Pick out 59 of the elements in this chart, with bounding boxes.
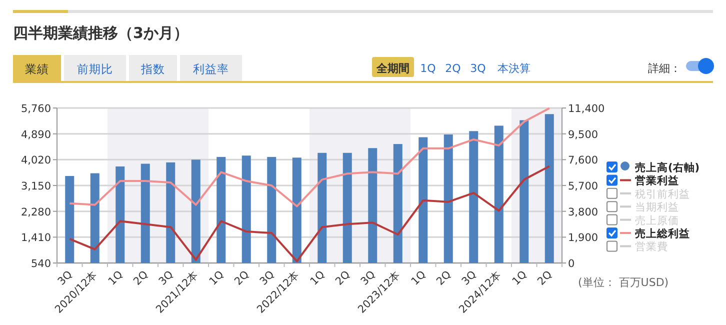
y-tick-label: 540: [30, 258, 51, 270]
y2-tick-label: 1,900: [568, 232, 598, 244]
y-tick-label: 2,280: [20, 206, 51, 218]
x-tick-label: 2Q: [434, 268, 454, 288]
x-tick-label: 1Q: [207, 268, 226, 288]
bar: [216, 156, 226, 263]
bar: [65, 176, 74, 263]
annotation: 業績: [13, 55, 61, 81]
bar: [393, 144, 402, 263]
x-tick-label: 2Q: [131, 268, 150, 288]
bar: [444, 134, 453, 263]
bar: [494, 126, 504, 263]
x-tick-label: 1Q: [510, 268, 530, 288]
bar: [469, 131, 478, 263]
x-tick-label: 2Q: [535, 268, 554, 288]
legend-label: 売上総利益: [635, 227, 690, 240]
annotation: 2Q: [445, 62, 461, 75]
y2-tick-label: 0: [568, 258, 575, 270]
annotation: 利益率: [180, 55, 242, 81]
x-tick-label: 2Q: [232, 268, 252, 288]
title: 四半期業績推移（3か月）: [13, 24, 188, 42]
bar: [292, 158, 302, 263]
legend-label: 営業利益: [635, 174, 679, 188]
annotation: 詳細：: [648, 62, 681, 75]
bar: [242, 156, 251, 263]
bar: [140, 164, 150, 263]
y-tick-label: 1,410: [20, 232, 51, 244]
annotation: 指数: [129, 55, 177, 81]
bar: [368, 148, 378, 263]
annotation: 本決算: [498, 62, 530, 75]
bar: [191, 160, 200, 263]
bar: [418, 137, 428, 263]
x-tick-label: 1Q: [409, 268, 428, 288]
x-tick-label: 1Q: [308, 268, 328, 288]
y2-tick-label: 7,600: [568, 154, 598, 167]
y-tick-label: 4,890: [20, 128, 51, 141]
x-tick-label: 1Q: [106, 268, 126, 288]
bar: [116, 166, 125, 263]
annotation: 全期間: [372, 57, 414, 77]
x-tick-label: 2Q: [333, 268, 352, 288]
y-tick-label: 5,760: [20, 103, 51, 115]
bar: [342, 152, 352, 263]
y-tick-label: 4,020: [20, 154, 51, 167]
annotation: 3Q: [470, 62, 486, 75]
bar: [544, 114, 554, 263]
bar: [90, 173, 100, 263]
bar: [520, 120, 529, 263]
annotation: 1Q: [420, 62, 436, 75]
y2-tick-label: 9,500: [568, 128, 598, 141]
annotation: (単位： 百万USD): [578, 276, 669, 289]
y2-tick-label: 5,700: [568, 180, 598, 192]
y2-tick-label: 3,800: [568, 206, 598, 218]
bar: [267, 156, 276, 263]
y-tick-label: 3,150: [20, 180, 51, 192]
bar: [318, 152, 327, 263]
y2-tick-label: 11,400: [568, 103, 605, 115]
bar: [166, 162, 176, 263]
legend-label: 売上高(右軸): [635, 161, 700, 174]
annotation: 前期比: [64, 55, 126, 81]
